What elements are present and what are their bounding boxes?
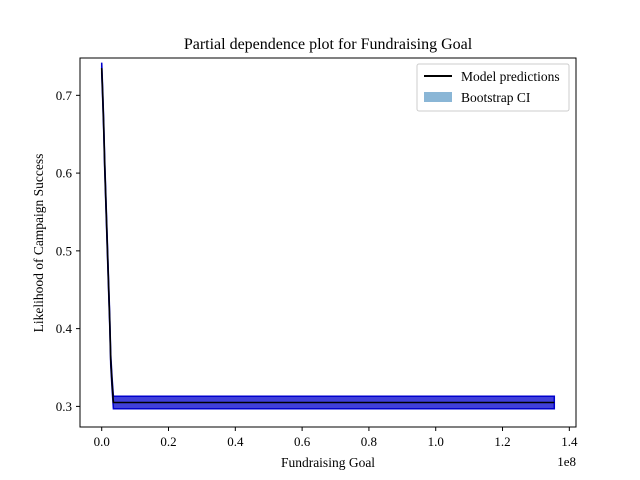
chart-title: Partial dependence plot for Fundraising …	[184, 36, 473, 53]
y-tick-label: 0.3	[56, 399, 72, 414]
model-predictions-line	[100, 68, 555, 404]
y-axis: 0.3 0.4 0.5 0.6 0.7	[56, 88, 80, 414]
y-tick-label: 0.7	[56, 88, 73, 103]
legend-ci-swatch	[424, 92, 452, 102]
x-tick-label: 1.4	[561, 434, 578, 449]
x-tick-label: 0.6	[294, 434, 311, 449]
x-axis: 0.0 0.2 0.4 0.6 0.8 1.0 1.2 1.4	[94, 427, 578, 449]
legend-label-bootstrap-ci: Bootstrap CI	[461, 90, 531, 105]
x-tick-label: 0.4	[227, 434, 244, 449]
y-tick-label: 0.4	[56, 321, 73, 336]
y-tick-label: 0.5	[56, 243, 72, 258]
x-tick-label: 0.8	[361, 434, 377, 449]
x-tick-label: 0.0	[94, 434, 110, 449]
x-axis-label: Fundraising Goal	[281, 455, 375, 470]
legend-box	[416, 63, 570, 112]
legend-label-model-predictions: Model predictions	[461, 69, 560, 84]
y-tick-label: 0.6	[56, 166, 73, 181]
x-tick-label: 0.2	[160, 434, 176, 449]
x-tick-label: 1.0	[428, 434, 444, 449]
x-axis-offset-label: 1e8	[557, 454, 576, 469]
x-tick-label: 1.2	[494, 434, 510, 449]
plot-area	[100, 62, 556, 410]
legend: Model predictions Bootstrap CI	[416, 63, 570, 112]
axes-frame	[79, 57, 577, 428]
y-axis-label: Likelihood of Campaign Success	[31, 154, 46, 333]
